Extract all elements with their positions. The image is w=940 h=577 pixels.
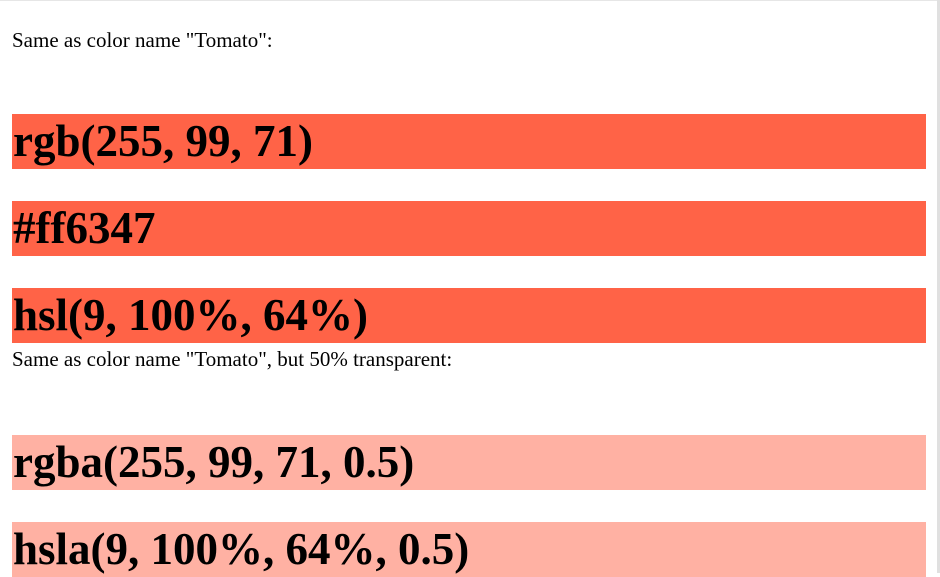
swatch-hsl: hsl(9, 100%, 64%) (12, 288, 926, 344)
swatch-hsla: hsla(9, 100%, 64%, 0.5) (12, 522, 926, 577)
swatch-rgb: rgb(255, 99, 71) (12, 114, 926, 170)
scrollbar-edge (937, 0, 940, 573)
top-border (0, 0, 940, 1)
transparent-intro-text: Same as color name "Tomato", but 50% tra… (12, 347, 453, 371)
swatch-hex: #ff6347 (12, 201, 926, 257)
opaque-intro-text: Same as color name "Tomato": (12, 28, 273, 52)
swatch-rgba: rgba(255, 99, 71, 0.5) (12, 435, 926, 491)
